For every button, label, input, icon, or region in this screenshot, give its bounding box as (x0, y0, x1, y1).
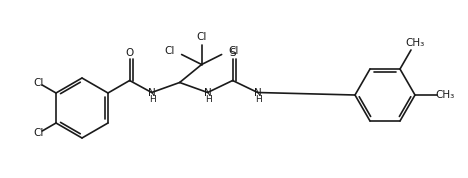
Text: H: H (205, 95, 212, 104)
Text: CH₃: CH₃ (405, 38, 424, 48)
Text: CH₃: CH₃ (435, 90, 454, 100)
Text: Cl: Cl (197, 33, 207, 43)
Text: S: S (229, 48, 236, 57)
Text: Cl: Cl (229, 46, 239, 56)
Text: Cl: Cl (34, 78, 44, 88)
Text: O: O (125, 48, 134, 57)
Text: H: H (255, 95, 262, 104)
Text: H: H (149, 95, 156, 104)
Text: Cl: Cl (164, 46, 175, 56)
Text: N: N (148, 88, 155, 98)
Text: N: N (204, 88, 212, 98)
Text: Cl: Cl (34, 128, 44, 138)
Text: N: N (254, 88, 262, 98)
